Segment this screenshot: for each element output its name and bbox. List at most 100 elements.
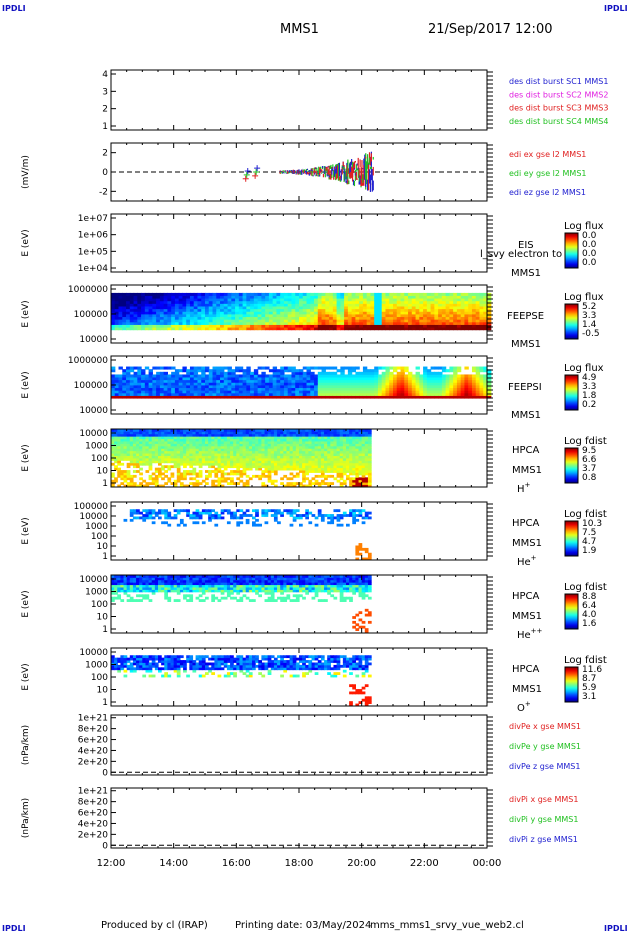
heat-cell [361,438,366,442]
heat-cell [415,385,420,389]
heat-cell [216,392,221,396]
heat-cell [208,458,212,461]
heat-cell [154,453,159,456]
heat-cell [148,392,153,396]
heat-cell [156,295,161,299]
heat-cell [362,371,368,375]
heat-cell [270,436,275,440]
heat-cell [419,321,424,325]
heat-cell [283,462,288,466]
heat-cell [242,472,247,476]
heat-cell [223,314,229,318]
heat-cell [396,366,402,370]
heat-cell [264,431,269,435]
heat-cell [167,433,172,437]
heat-cell [370,316,375,320]
heat-cell [419,311,424,315]
heat-cell [173,429,178,432]
heat-cell [314,387,319,391]
heat-cell [267,453,272,456]
heat-cell [367,455,372,459]
heat-cell [144,387,150,391]
heat-cell [137,311,142,315]
heat-cell [226,458,231,461]
heat-cell [227,387,232,391]
heat-cell [471,377,477,381]
heat-cell [230,443,234,447]
heat-cell [137,377,142,381]
heat-cell [287,298,293,302]
heat-cell [423,387,428,391]
heat-cell [292,431,297,435]
heat-cell [198,429,203,432]
heat-cell [317,433,322,437]
heat-cell [161,445,165,449]
heat-cell [174,300,180,304]
heat-cell [305,484,309,488]
heat-cell [189,308,195,312]
heat-cell [302,303,308,307]
heat-cell [148,467,153,471]
heat-cell [299,379,304,383]
heat-cell [471,306,477,310]
heat-cell [314,445,319,449]
heat-cell [389,392,394,396]
heat-cell [120,472,125,476]
heat-cell [295,319,300,323]
heat-cell [136,458,140,461]
heat-cell [174,395,180,399]
heat-cell [183,460,187,464]
heat-cell [374,377,379,381]
heat-cell [389,377,394,381]
heat-cell [342,431,347,435]
heat-cell [475,371,481,375]
heat-cell [270,441,275,444]
heat-cell [253,314,259,318]
heat-cell [201,379,206,383]
heat-cell [136,462,140,466]
heat-cell [189,379,195,383]
heat-cell [236,431,241,435]
heat-cell [325,292,330,296]
heat-cell [248,460,253,464]
heat-cell [349,484,353,488]
heat-cell [329,321,334,325]
heat-cell [445,298,450,302]
heat-cell [170,433,175,437]
heat-cell [242,436,247,440]
heat-cell [449,374,454,378]
heat-cell [253,377,259,381]
heat-cell [126,453,131,456]
heat-cell [214,455,219,459]
heat-cell [487,303,492,307]
heat-cell [355,477,360,481]
heat-cell [186,445,190,449]
heat-cell [148,482,153,485]
heat-cell [261,470,266,473]
heat-cell [246,321,251,325]
heat-cell [456,324,462,328]
heat-cell [144,321,150,325]
heat-cell [295,327,300,331]
heat-cell [170,429,175,432]
heat-cell [299,324,304,328]
heat-cell [314,465,319,469]
heat-cell [273,445,278,449]
heat-cell [267,479,272,483]
heat-cell [400,385,405,389]
heat-cell [364,472,369,476]
heat-cell [231,308,236,312]
heat-cell [320,458,325,461]
heat-cell [216,377,221,381]
heat-cell [214,470,219,473]
heat-cell [159,395,165,399]
heat-cell [310,371,315,375]
heat-cell [276,321,281,325]
heat-cell [292,438,297,442]
heat-cell [344,295,349,299]
heat-cell [374,369,379,373]
heat-cell [167,324,172,328]
heat-cell [434,308,439,312]
heat-cell [483,374,488,378]
heat-cell [291,377,296,381]
